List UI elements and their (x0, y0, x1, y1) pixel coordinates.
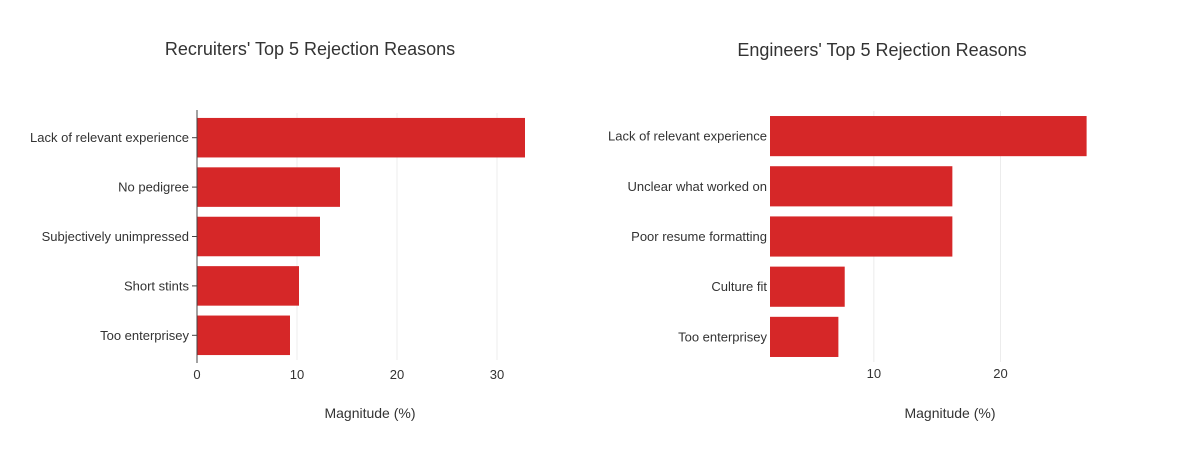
bar (197, 266, 299, 306)
x-tick-label: 10 (867, 366, 881, 381)
bar (197, 117, 525, 158)
chart-title: Engineers' Top 5 Rejection Reasons (737, 40, 1026, 60)
category-label: No pedigree (118, 180, 189, 195)
bar (197, 315, 290, 356)
x-tick-label: 30 (490, 367, 504, 382)
axes: 10 20 Lack of relevant experience Unclear w… (608, 129, 1008, 381)
axes: 0 10 20 30 Lack of relevant experience No ped… (30, 110, 504, 382)
category-label: Too enterprisey (678, 329, 767, 344)
x-axis-title: Magnitude (%) (904, 405, 995, 421)
bar (770, 266, 845, 307)
chart-title: Recruiters' Top 5 Rejection Reasons (165, 39, 455, 59)
x-tick-label: 0 (193, 367, 200, 382)
category-label: Too enterprisey (100, 328, 189, 343)
x-tick-label: 20 (390, 367, 404, 382)
category-label: Poor resume formatting (631, 229, 767, 244)
category-label: Lack of relevant experience (608, 129, 767, 144)
bar (770, 316, 839, 357)
x-tick-label: 20 (993, 366, 1007, 381)
bar (197, 216, 320, 257)
bar (770, 216, 953, 257)
category-label: Lack of relevant experience (30, 130, 189, 145)
category-label: Unclear what worked on (628, 179, 767, 194)
bars (770, 116, 1087, 357)
bar (770, 166, 953, 207)
recruiters-chart: Recruiters' Top 5 Rejection Reasons 0 10 2… (30, 39, 525, 421)
engineers-chart: Engineers' Top 5 Rejection Reasons 10 20 L… (608, 40, 1087, 421)
bar (197, 167, 340, 207)
bars (197, 117, 525, 356)
category-label: Subjectively unimpressed (42, 229, 189, 244)
category-label: Short stints (124, 278, 190, 293)
category-label: Culture fit (711, 279, 767, 294)
x-tick-label: 10 (290, 367, 304, 382)
x-axis-title: Magnitude (%) (324, 405, 415, 421)
bar (770, 116, 1087, 157)
